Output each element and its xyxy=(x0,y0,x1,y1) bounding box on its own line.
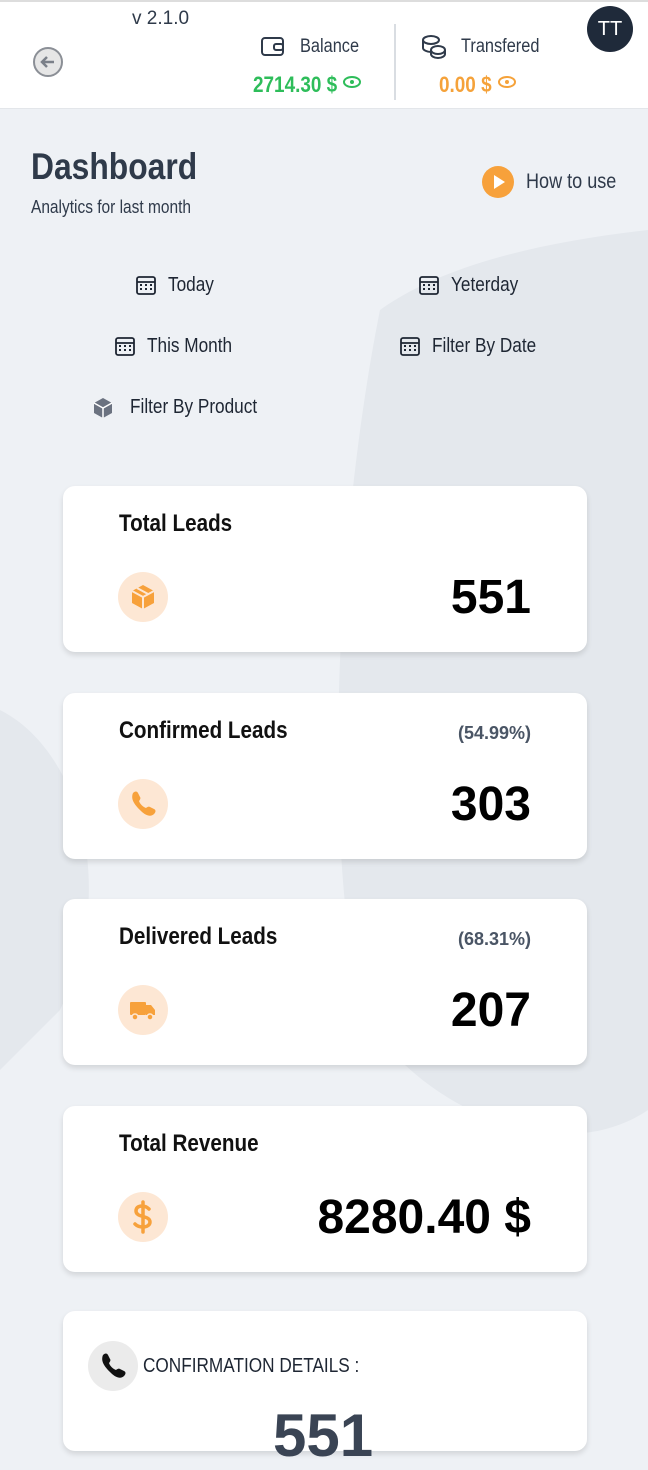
balance-amount-text: 2714.30 $ xyxy=(253,72,338,97)
transferred-label: Transfered xyxy=(461,36,552,58)
filter-label-text: Today xyxy=(168,274,214,296)
card-rate: (54.99%) xyxy=(457,722,531,743)
card-title-text: Total Leads xyxy=(119,510,233,537)
version: v 2.1.0 xyxy=(132,8,190,29)
transferred-amount-text: 0.00 $ xyxy=(439,72,492,97)
card-value: 551 xyxy=(450,571,531,624)
box-icon xyxy=(93,398,113,418)
wallet-icon xyxy=(261,37,284,56)
card-title-text: Confirmed Leads xyxy=(119,716,288,744)
page-title-text: Dashboard xyxy=(31,146,198,187)
phone-icon xyxy=(102,1353,126,1378)
card-icon xyxy=(118,1191,168,1242)
details-title: CONFIRMATION DETAILS : xyxy=(143,1355,395,1378)
filter-label-text: Filter By Date xyxy=(432,335,537,357)
calendar-icon xyxy=(400,337,420,356)
phone-icon xyxy=(132,791,156,816)
box-icon xyxy=(131,585,155,609)
transferred-label-text: Transfered xyxy=(461,36,540,57)
card-title: Delivered Leads xyxy=(119,923,303,951)
help-label-text: How to use xyxy=(526,170,617,193)
eye-icon[interactable] xyxy=(497,75,517,89)
stat-card: Total Revenue 8280.40 $ xyxy=(63,1105,587,1272)
eye-icon[interactable] xyxy=(342,75,362,89)
page-subtitle-text: Analytics for last month xyxy=(31,197,192,217)
card-title: Total Revenue xyxy=(119,1130,281,1158)
play-icon xyxy=(482,166,514,198)
calendar-icon xyxy=(136,276,156,295)
card-icon xyxy=(118,985,168,1035)
card-title: Confirmed Leads xyxy=(119,717,315,745)
balance-amount: 2714.30 $ xyxy=(253,72,351,98)
stat-card: Confirmed Leads (54.99%) 303 xyxy=(63,692,587,859)
help-label: How to use xyxy=(526,170,631,194)
calendar-icon xyxy=(115,337,135,356)
stat-card: Total Leads 551 xyxy=(63,486,587,652)
balance-label-text: Balance xyxy=(300,36,360,57)
details-value: 551 xyxy=(273,1402,374,1469)
balance-label: Balance xyxy=(300,36,369,58)
card-rate: (68.31%) xyxy=(457,929,531,949)
card-icon xyxy=(118,778,168,829)
filter-label: Filter By Date xyxy=(432,335,553,358)
divider xyxy=(394,24,396,100)
calendar-icon xyxy=(419,276,439,295)
phone-icon-bg xyxy=(88,1341,138,1391)
card-value: 303 xyxy=(450,777,531,831)
card-title: Total Leads xyxy=(119,510,251,538)
page-title: Dashboard xyxy=(31,146,224,188)
top-bar: v 2.1.0 Balance 2714.30 $ Transfered 0.0… xyxy=(0,0,648,109)
transferred-amount: 0.00 $ xyxy=(439,72,500,98)
filter-label: Today xyxy=(168,274,221,297)
filter-label: Filter By Product xyxy=(130,396,278,419)
filter-label-text: Yeterday xyxy=(451,274,519,296)
back-button[interactable] xyxy=(32,46,64,78)
filter-label-text: This Month xyxy=(147,335,233,357)
coins-icon xyxy=(422,35,446,60)
avatar[interactable]: TT xyxy=(587,6,633,52)
filter-label-text: Filter By Product xyxy=(130,396,258,418)
card-value: 207 xyxy=(450,984,531,1037)
card-title-text: Delivered Leads xyxy=(119,923,278,950)
card-icon xyxy=(118,572,168,622)
details-card: CONFIRMATION DETAILS : 551 xyxy=(63,1311,587,1469)
filter-label: This Month xyxy=(147,335,246,358)
card-title-text: Total Revenue xyxy=(119,1129,259,1157)
filter-label: Yeterday xyxy=(451,274,529,297)
truck-icon xyxy=(130,1002,155,1021)
dollar-icon xyxy=(133,1199,152,1234)
details-title-text: CONFIRMATION DETAILS : xyxy=(143,1355,360,1377)
page-subtitle: Analytics for last month xyxy=(31,197,217,218)
stat-card: Delivered Leads (68.31%) 207 xyxy=(63,899,587,1065)
card-value: 8280.40 $ xyxy=(317,1190,531,1244)
